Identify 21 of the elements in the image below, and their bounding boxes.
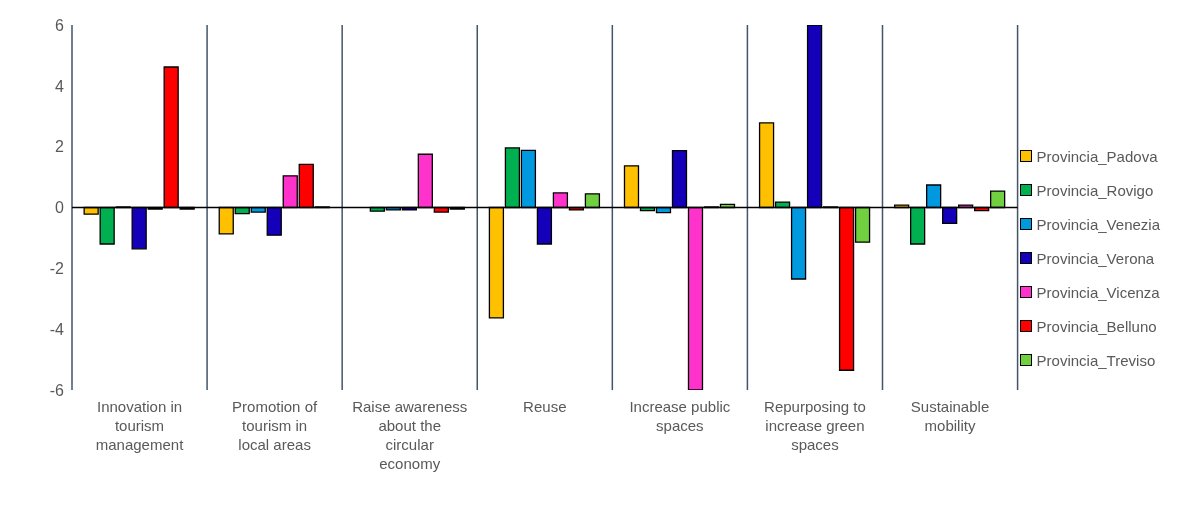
x-tick-label: Innovation in tourism management <box>95 398 185 453</box>
legend-label: Provincia_Rovigo <box>1036 181 1154 199</box>
legend-label: Provincia_Vicenza <box>1036 283 1160 301</box>
y-tick-label: 4 <box>55 77 65 95</box>
y-tick-label: 0 <box>55 199 65 217</box>
y-tick-label: -6 <box>49 381 65 399</box>
y-tick-label: -2 <box>49 260 65 278</box>
x-tick-label: Increase public spaces <box>629 398 731 434</box>
x-tick-label: Raise awareness about the circular economy <box>352 398 468 472</box>
legend-label: Provincia_Treviso <box>1036 351 1156 369</box>
x-tick-label: Repurposing to increase green spaces <box>764 398 866 453</box>
x-tick-label: Promotion of tourism in local areas <box>232 398 318 453</box>
y-tick-label: -4 <box>49 320 65 338</box>
legend-label: Provincia_Padova <box>1036 147 1158 165</box>
legend-label: Provincia_Belluno <box>1036 317 1157 335</box>
y-tick-label: 6 <box>55 16 65 34</box>
legend-label: Provincia_Venezia <box>1036 215 1160 233</box>
x-tick-label: Reuse <box>523 398 567 415</box>
legend-label: Provincia_Verona <box>1036 249 1155 267</box>
y-tick-label: 2 <box>55 138 65 156</box>
x-tick-label: Sustainable mobility <box>910 398 990 434</box>
